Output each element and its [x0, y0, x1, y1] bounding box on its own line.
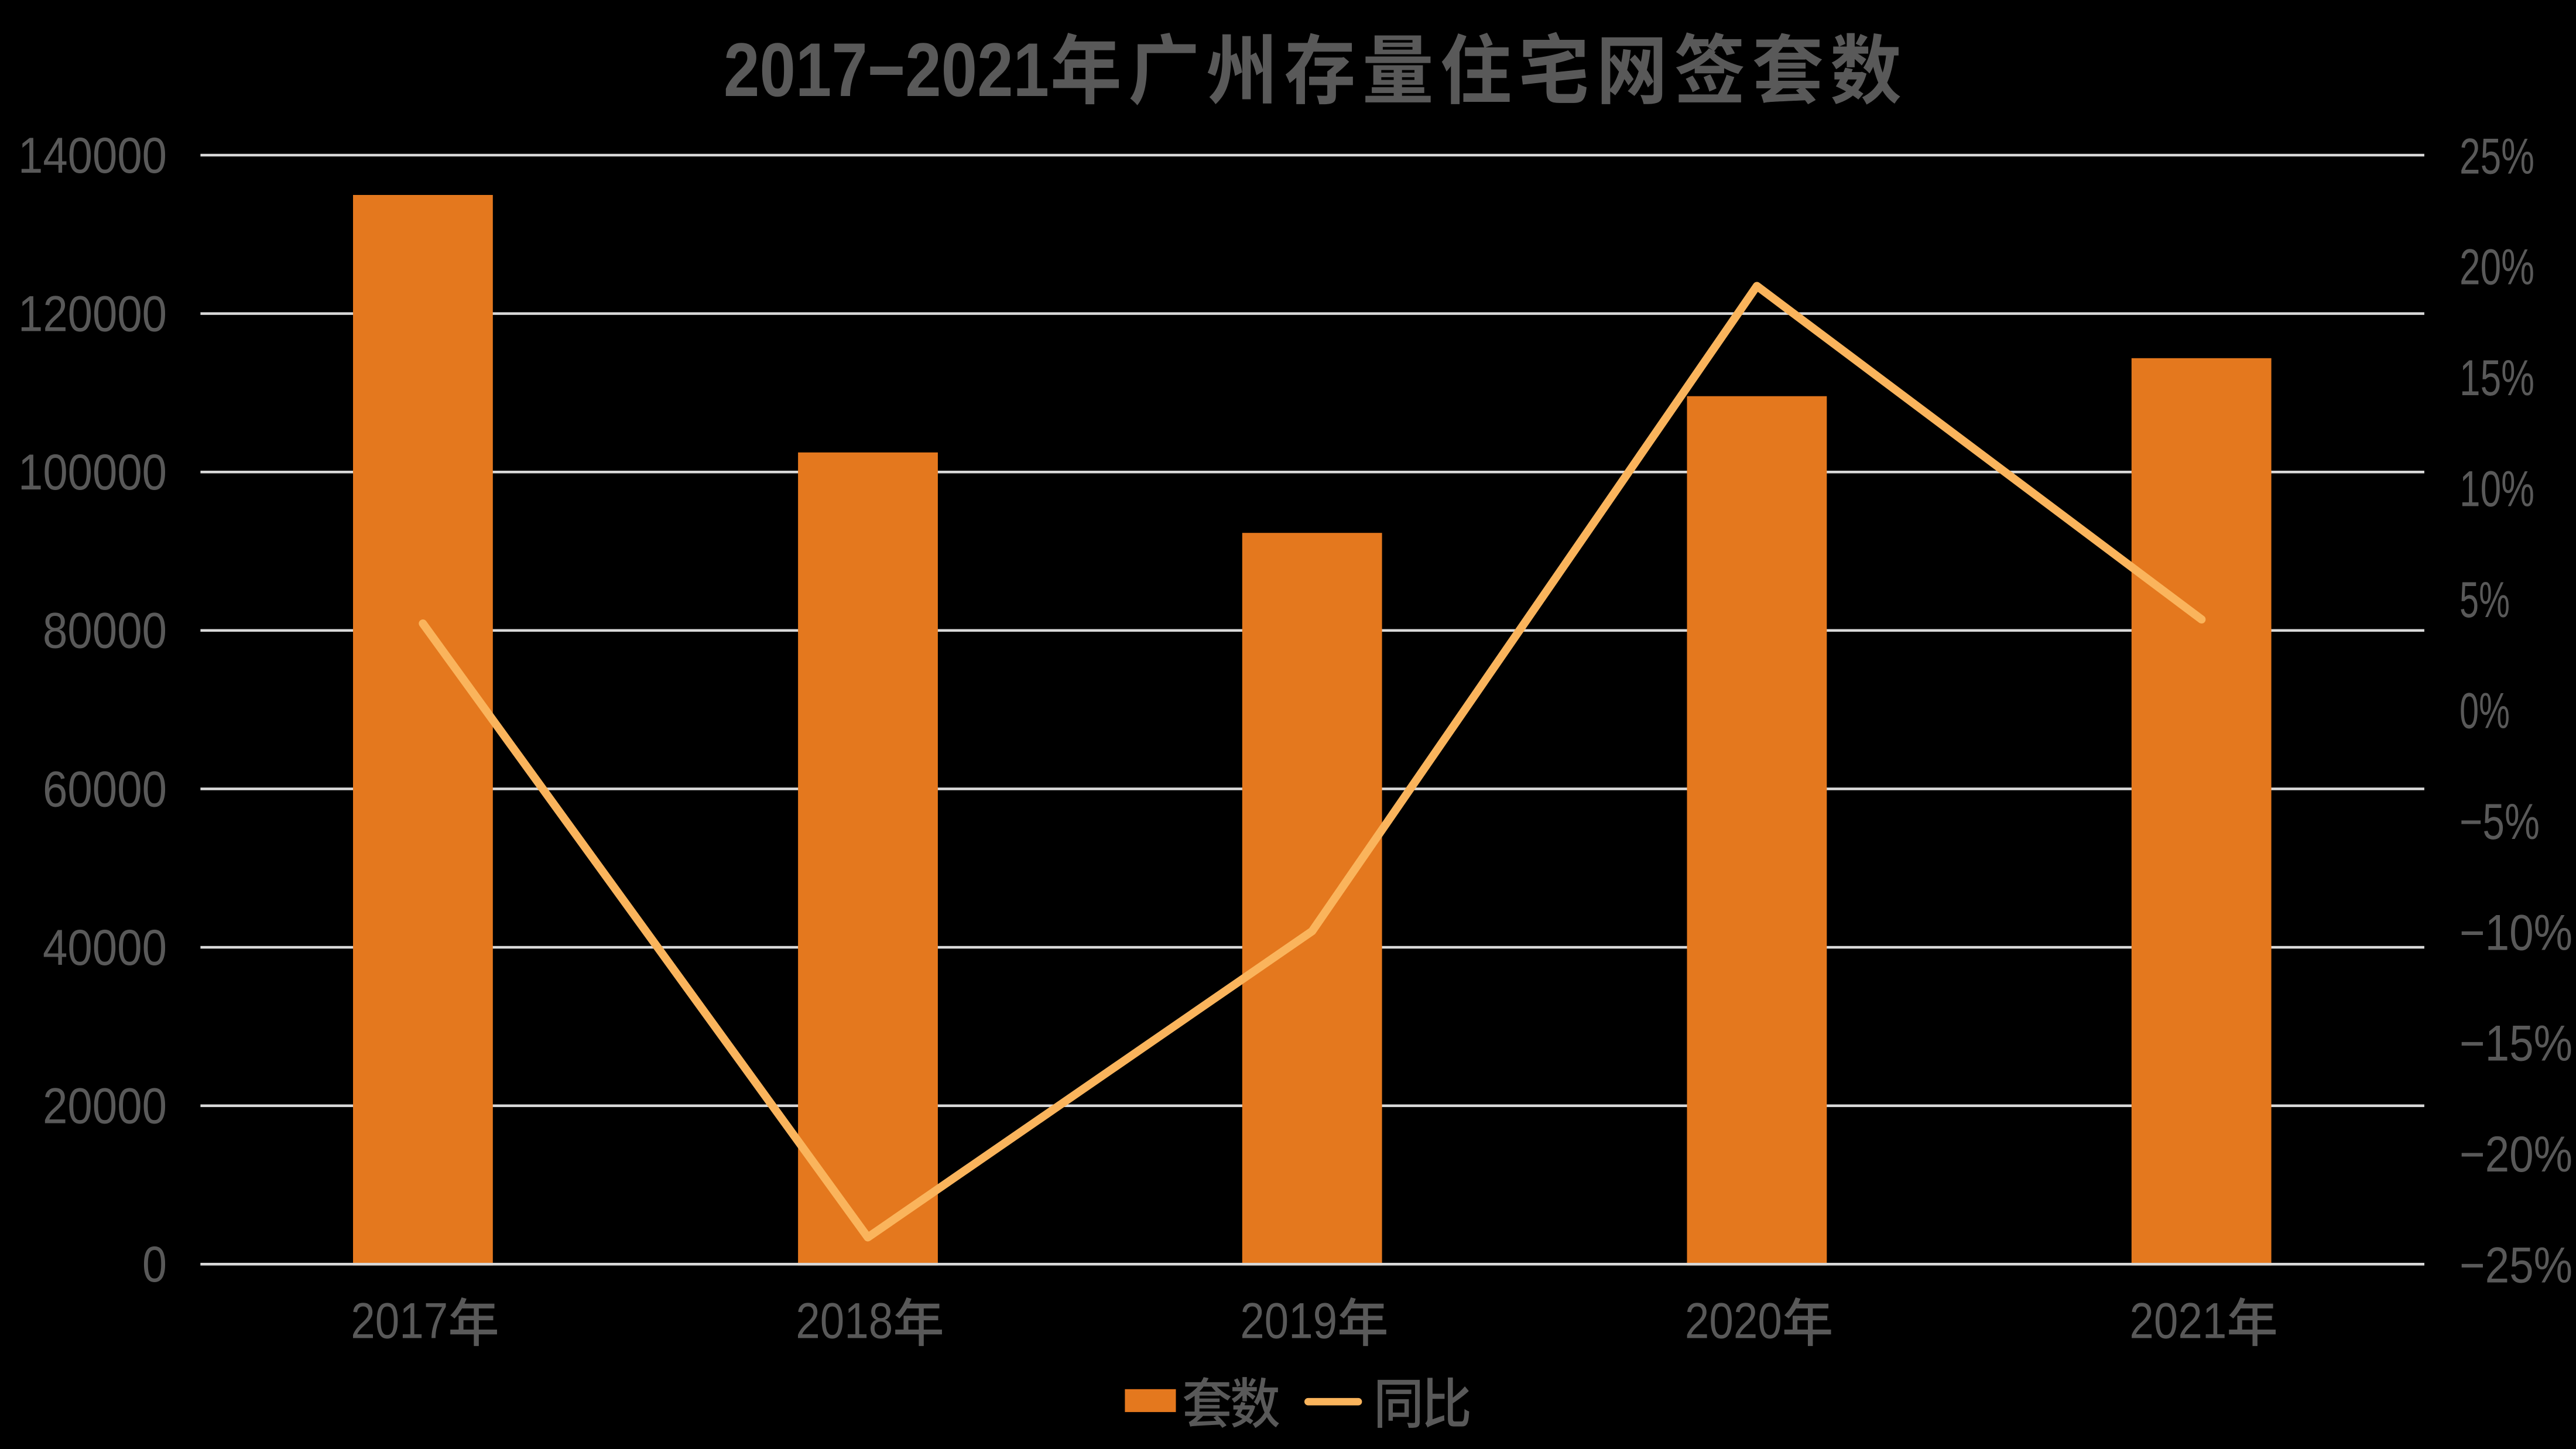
svg-text:2018: 2018 [796, 1293, 893, 1349]
svg-text:140000: 140000 [18, 128, 167, 184]
svg-text:2019: 2019 [1240, 1293, 1337, 1349]
svg-text:100000: 100000 [18, 444, 167, 501]
svg-text:80000: 80000 [43, 603, 167, 659]
svg-text:0%: 0% [2459, 683, 2510, 739]
svg-text:2020: 2020 [1685, 1293, 1782, 1349]
svg-text:−15%: −15% [2459, 1016, 2572, 1072]
svg-text:−10%: −10% [2459, 905, 2572, 961]
svg-text:10%: 10% [2459, 461, 2534, 518]
svg-text:−25%: −25% [2459, 1238, 2572, 1294]
svg-text:−5%: −5% [2459, 794, 2540, 850]
svg-text:2021: 2021 [2129, 1293, 2226, 1349]
svg-text:25%: 25% [2459, 128, 2534, 184]
svg-text:15%: 15% [2459, 350, 2534, 406]
svg-text:60000: 60000 [43, 761, 167, 817]
svg-text:5%: 5% [2459, 572, 2510, 628]
svg-text:2017−2021: 2017−2021 [724, 27, 1049, 112]
svg-text:2017: 2017 [351, 1293, 448, 1349]
svg-text:20%: 20% [2459, 239, 2534, 296]
svg-text:40000: 40000 [43, 920, 167, 976]
svg-text:−20%: −20% [2459, 1126, 2572, 1183]
svg-text:120000: 120000 [18, 286, 167, 342]
svg-text:0: 0 [142, 1236, 167, 1293]
svg-text:20000: 20000 [43, 1078, 167, 1135]
